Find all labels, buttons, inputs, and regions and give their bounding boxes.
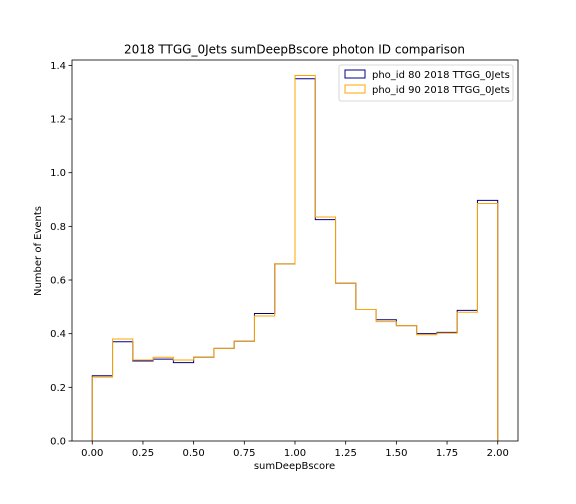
x-tick-label: 1.50 bbox=[385, 448, 407, 459]
legend-entry-label: pho_id 90 2018 TTGG_0Jets bbox=[372, 85, 510, 96]
x-axis-label: sumDeepBscore bbox=[254, 461, 335, 472]
series-2-step-line bbox=[91, 75, 499, 441]
plot-area: 0.00 0.25 0.50 0.75 1.00 1.25 1.50 1.75 2.00 0.0 0… bbox=[50, 59, 519, 459]
legend-box bbox=[338, 64, 514, 102]
y-tick-label: 0.8 bbox=[50, 222, 66, 233]
y-tick-label: 1.4 bbox=[50, 61, 66, 72]
y-tick-label: 0.6 bbox=[50, 276, 66, 287]
x-tick-label: 2.00 bbox=[487, 448, 509, 459]
x-tick-label: 0.50 bbox=[183, 448, 205, 459]
legend-swatch bbox=[344, 69, 366, 79]
chart-title: 2018 TTGG_0Jets sumDeepBscore photon ID … bbox=[124, 43, 465, 57]
x-tick-label: 0.00 bbox=[81, 448, 103, 459]
y-axis-label: Number of Events bbox=[33, 206, 44, 296]
x-tick-label: 0.75 bbox=[233, 448, 255, 459]
x-tick-label: 1.00 bbox=[284, 448, 306, 459]
x-tick-label: 1.25 bbox=[335, 448, 357, 459]
legend-swatch bbox=[344, 84, 366, 94]
legend: pho_id 80 2018 TTGG_0Jets pho_id 90 2018 … bbox=[338, 64, 514, 102]
y-tick-label: 0.0 bbox=[50, 437, 66, 448]
legend-entry-label: pho_id 80 2018 TTGG_0Jets bbox=[372, 70, 510, 81]
x-tick-label: 1.75 bbox=[436, 448, 458, 459]
x-tick-label: 0.25 bbox=[132, 448, 154, 459]
y-tick-label: 1.0 bbox=[50, 168, 66, 179]
y-tick-label: 0.4 bbox=[50, 329, 66, 340]
y-tick-label: 1.2 bbox=[50, 115, 66, 126]
y-tick-label: 0.2 bbox=[50, 383, 66, 394]
